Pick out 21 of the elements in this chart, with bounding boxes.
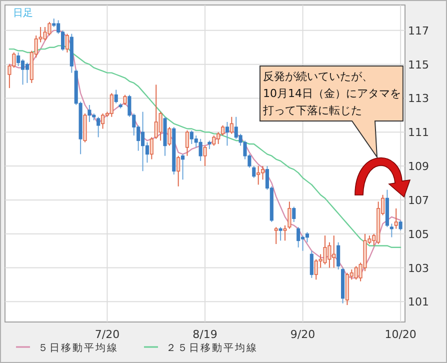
- xtick: 10/20: [384, 328, 416, 341]
- xtick: 8/19: [192, 328, 218, 341]
- ytick: 101: [408, 296, 429, 309]
- legend-label: ５日移動平均線: [38, 342, 118, 354]
- legend-label: ２５日移動平均線: [166, 342, 258, 354]
- ytick: 107: [408, 194, 429, 207]
- legend-item: ２５日移動平均線: [144, 343, 258, 354]
- ytick: 103: [408, 262, 429, 275]
- ytick: 105: [408, 228, 429, 241]
- title: 日足: [13, 8, 33, 19]
- annotation: 打って下落に転じた: [263, 104, 362, 117]
- xtick: 9/20: [290, 328, 316, 341]
- xtick: 7/20: [94, 328, 120, 341]
- ytick: 117: [408, 24, 429, 38]
- ytick: 113: [408, 92, 429, 106]
- legend-item: ５日移動平均線: [16, 343, 118, 354]
- ytick: 115: [408, 58, 429, 72]
- ytick: 111: [408, 126, 429, 140]
- annotation: 反発が続いていたが、: [263, 70, 373, 83]
- annotation: 10月14日（金）にアタマを: [263, 87, 401, 100]
- ytick: 109: [408, 160, 429, 174]
